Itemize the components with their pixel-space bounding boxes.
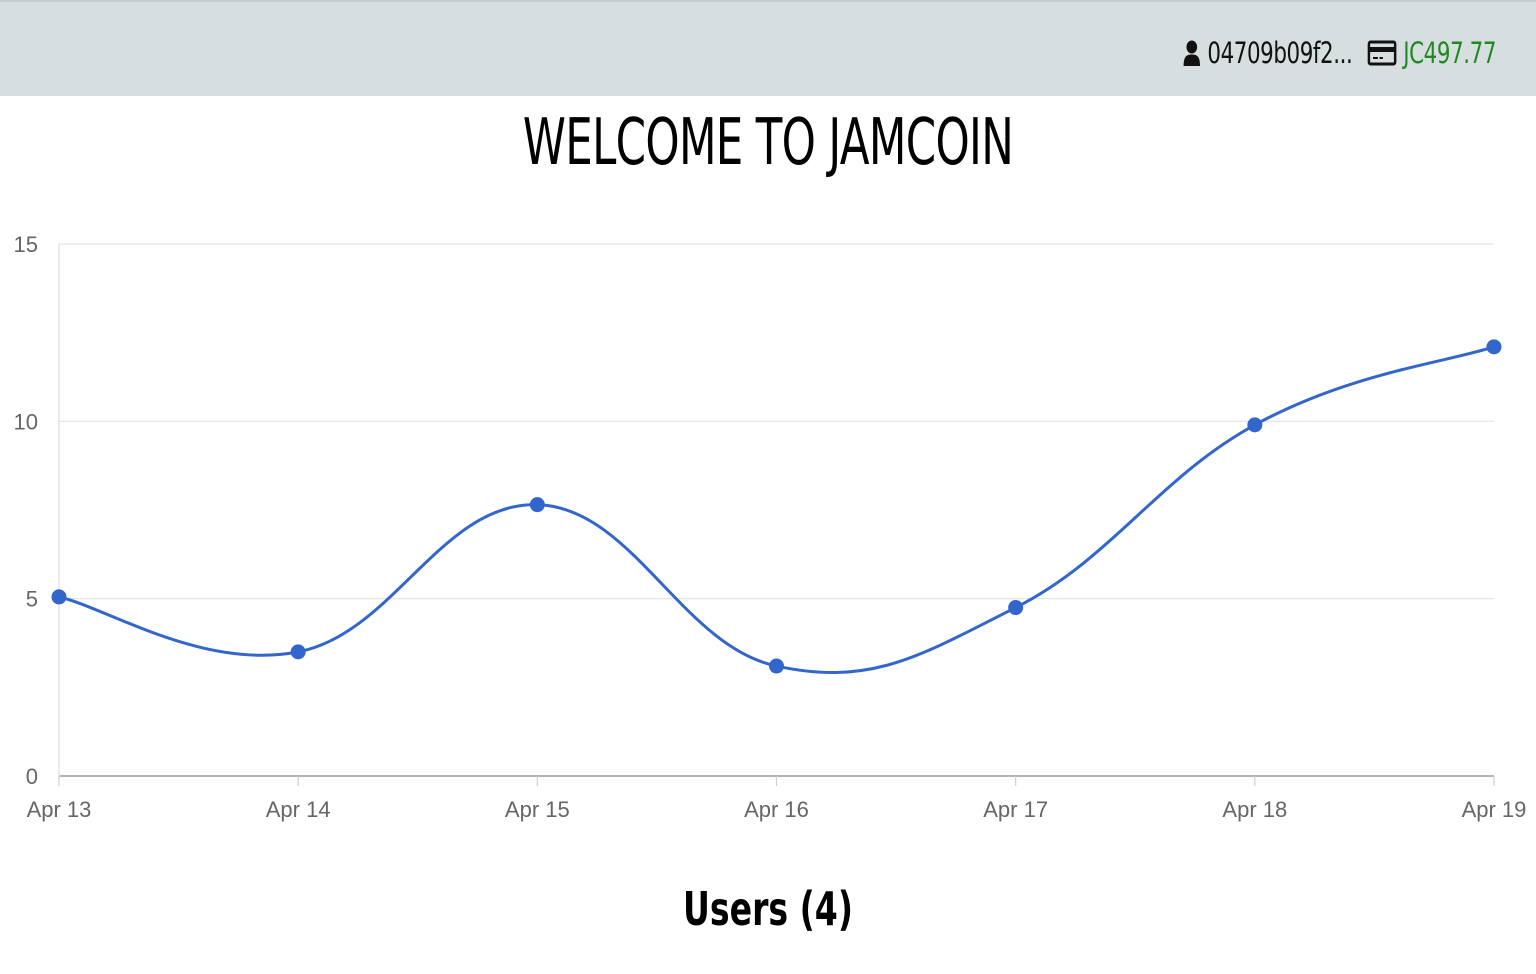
data-point: [51, 589, 67, 605]
user-account[interactable]: 04709b09f2...: [1183, 36, 1353, 70]
x-tick-label: Apr 18: [1222, 797, 1287, 822]
data-point: [1486, 339, 1502, 355]
x-tick-label: Apr 13: [27, 797, 92, 822]
credit-card-icon: [1367, 39, 1397, 67]
x-tick-label: Apr 17: [983, 797, 1048, 822]
x-tick-label: Apr 16: [744, 797, 809, 822]
balance-amount: JC497.77: [1403, 36, 1496, 70]
top-bar: 04709b09f2... JC497.77: [0, 0, 1536, 96]
page-title: WELCOME TO JAMCOIN: [522, 106, 1014, 180]
wallet-info: 04709b09f2... JC497.77: [1183, 36, 1496, 70]
data-point: [529, 497, 545, 513]
y-tick-label: 0: [26, 764, 38, 789]
y-tick-label: 5: [26, 587, 38, 612]
series-line: [58, 345, 1495, 674]
user-address: 04709b09f2...: [1207, 36, 1353, 70]
user-icon: [1183, 39, 1201, 67]
y-tick-label: 10: [14, 409, 38, 434]
x-tick-label: Apr 15: [505, 797, 570, 822]
x-tick-label: Apr 14: [266, 797, 331, 822]
data-point: [769, 658, 784, 674]
users-heading: Users (4): [683, 882, 853, 936]
x-tick-label: Apr 19: [1462, 797, 1527, 822]
data-point: [1247, 417, 1263, 433]
wallet-balance[interactable]: JC497.77: [1367, 36, 1496, 70]
data-point: [1008, 600, 1024, 616]
balance-chart: 0 5 10 15 Apr 13 Apr 14 Apr 15 Apr 16 Apr 17 Apr …: [14, 232, 1527, 822]
y-tick-label: 15: [14, 232, 38, 257]
data-point: [290, 644, 306, 660]
